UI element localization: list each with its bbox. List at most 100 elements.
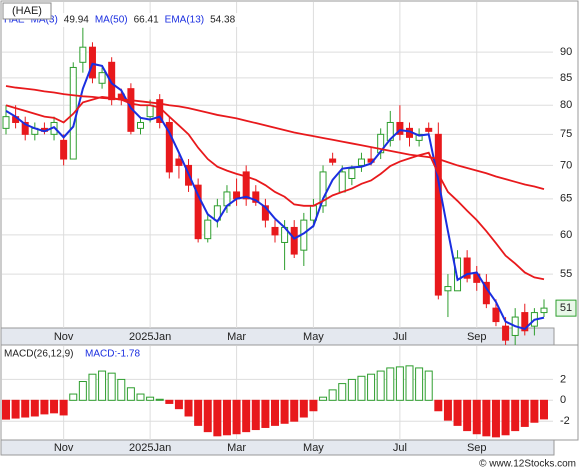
macd-bar — [88, 373, 97, 401]
candle-body — [540, 307, 548, 314]
x-tick-label: Sep — [467, 442, 487, 454]
legend-bg — [2, 13, 252, 27]
macd-bar — [271, 399, 279, 426]
macd-bar — [367, 373, 376, 401]
macd-bar — [405, 365, 414, 401]
candle-body — [271, 226, 279, 236]
macd-bar — [434, 399, 443, 412]
y-tick-label: 55 — [560, 268, 572, 280]
x-tick-label: 2025Jan — [129, 442, 171, 454]
candle-body — [21, 121, 29, 135]
macd-bar — [78, 381, 87, 401]
macd-bar — [415, 367, 424, 401]
macd-bar — [540, 399, 548, 420]
macd-bar — [126, 387, 135, 401]
candle-body — [98, 72, 106, 84]
macd-bar — [184, 399, 193, 417]
macd-bar — [347, 378, 356, 401]
macd-bar — [69, 393, 78, 401]
legend-text: HAE — [4, 15, 25, 26]
x-tick-label: Jul — [393, 442, 407, 454]
legend-text: 49.94 — [64, 15, 89, 26]
macd-bar — [165, 399, 174, 404]
candle-body — [444, 286, 452, 292]
candle-body — [252, 191, 260, 203]
candle-body — [137, 121, 144, 129]
macd-bar — [242, 399, 251, 433]
ma-line — [5, 95, 545, 281]
candle-body — [79, 46, 87, 63]
candle-body — [357, 158, 365, 166]
y-tick-label: 85 — [560, 72, 572, 84]
y-tick-label: 65 — [560, 193, 572, 205]
macd-bar — [309, 399, 318, 412]
candle-body — [290, 226, 298, 255]
macd-bar — [203, 399, 212, 433]
macd-bar — [50, 399, 59, 414]
legend-text: MA(3) — [31, 15, 58, 26]
macd-bar — [107, 372, 116, 401]
macd-bar — [136, 393, 145, 401]
macd-bar — [386, 367, 395, 401]
macd-bar — [290, 399, 299, 422]
candle-body — [261, 205, 269, 221]
last-price-label: 51 — [560, 302, 572, 314]
candle-body — [242, 171, 250, 200]
macd-bar — [472, 399, 481, 435]
macd-bar — [424, 370, 433, 401]
y-tick-label: 2 — [560, 373, 566, 385]
ma-line — [5, 62, 545, 331]
macd-bar — [491, 399, 500, 438]
macd-bar — [299, 399, 308, 418]
macd-bar — [59, 399, 68, 416]
candle-body — [338, 171, 346, 193]
x-tick-label: Sep — [467, 331, 487, 343]
y-tick-label: 80 — [560, 99, 572, 111]
macd-bar — [222, 399, 231, 436]
candle-body — [175, 158, 183, 166]
title-box — [2, 2, 52, 20]
macd-panel — [0, 344, 579, 441]
price-panel — [0, 0, 579, 346]
legend-text: MA(50) — [95, 15, 128, 26]
candle-body — [521, 312, 529, 332]
chart-title: (HAE) — [12, 5, 42, 17]
macd-bar — [501, 399, 510, 436]
candle-body — [204, 219, 212, 240]
y-tick-label: 0 — [560, 394, 566, 406]
candle-body — [502, 325, 510, 341]
macd-bar — [232, 399, 241, 435]
macd-bar — [530, 399, 539, 423]
legend-text: 66.41 — [134, 15, 159, 26]
macd-bar — [117, 378, 126, 401]
legend-text: 54.38 — [210, 15, 235, 26]
candle-body — [146, 104, 154, 118]
macd-bar — [30, 399, 39, 417]
x-tick-label: 2025Jan — [129, 331, 171, 343]
macd-bar — [11, 399, 20, 419]
y-tick-label: 90 — [560, 46, 572, 58]
macd-bar — [155, 398, 164, 401]
macd-bar — [443, 399, 452, 421]
macd-bar — [357, 375, 366, 401]
ma-line — [5, 85, 545, 191]
macd-bar — [328, 389, 337, 401]
macd-bar — [40, 399, 49, 415]
macd-bar — [280, 399, 289, 424]
candle-body — [396, 121, 404, 135]
candle-body — [329, 158, 337, 163]
candle-body — [348, 168, 356, 179]
macd-title: MACD(26,12,9) — [4, 349, 73, 360]
macd-bar — [261, 399, 270, 428]
macd-bar — [2, 399, 10, 420]
candle-body — [60, 139, 68, 160]
macd-bar — [453, 399, 462, 426]
y-tick-label: -2 — [560, 415, 570, 427]
macd-bar — [98, 370, 107, 401]
macd-bar — [463, 399, 472, 432]
date-strip — [0, 439, 555, 456]
candle-body — [463, 257, 471, 279]
macd-bar — [174, 399, 183, 410]
macd-bar — [213, 399, 222, 437]
